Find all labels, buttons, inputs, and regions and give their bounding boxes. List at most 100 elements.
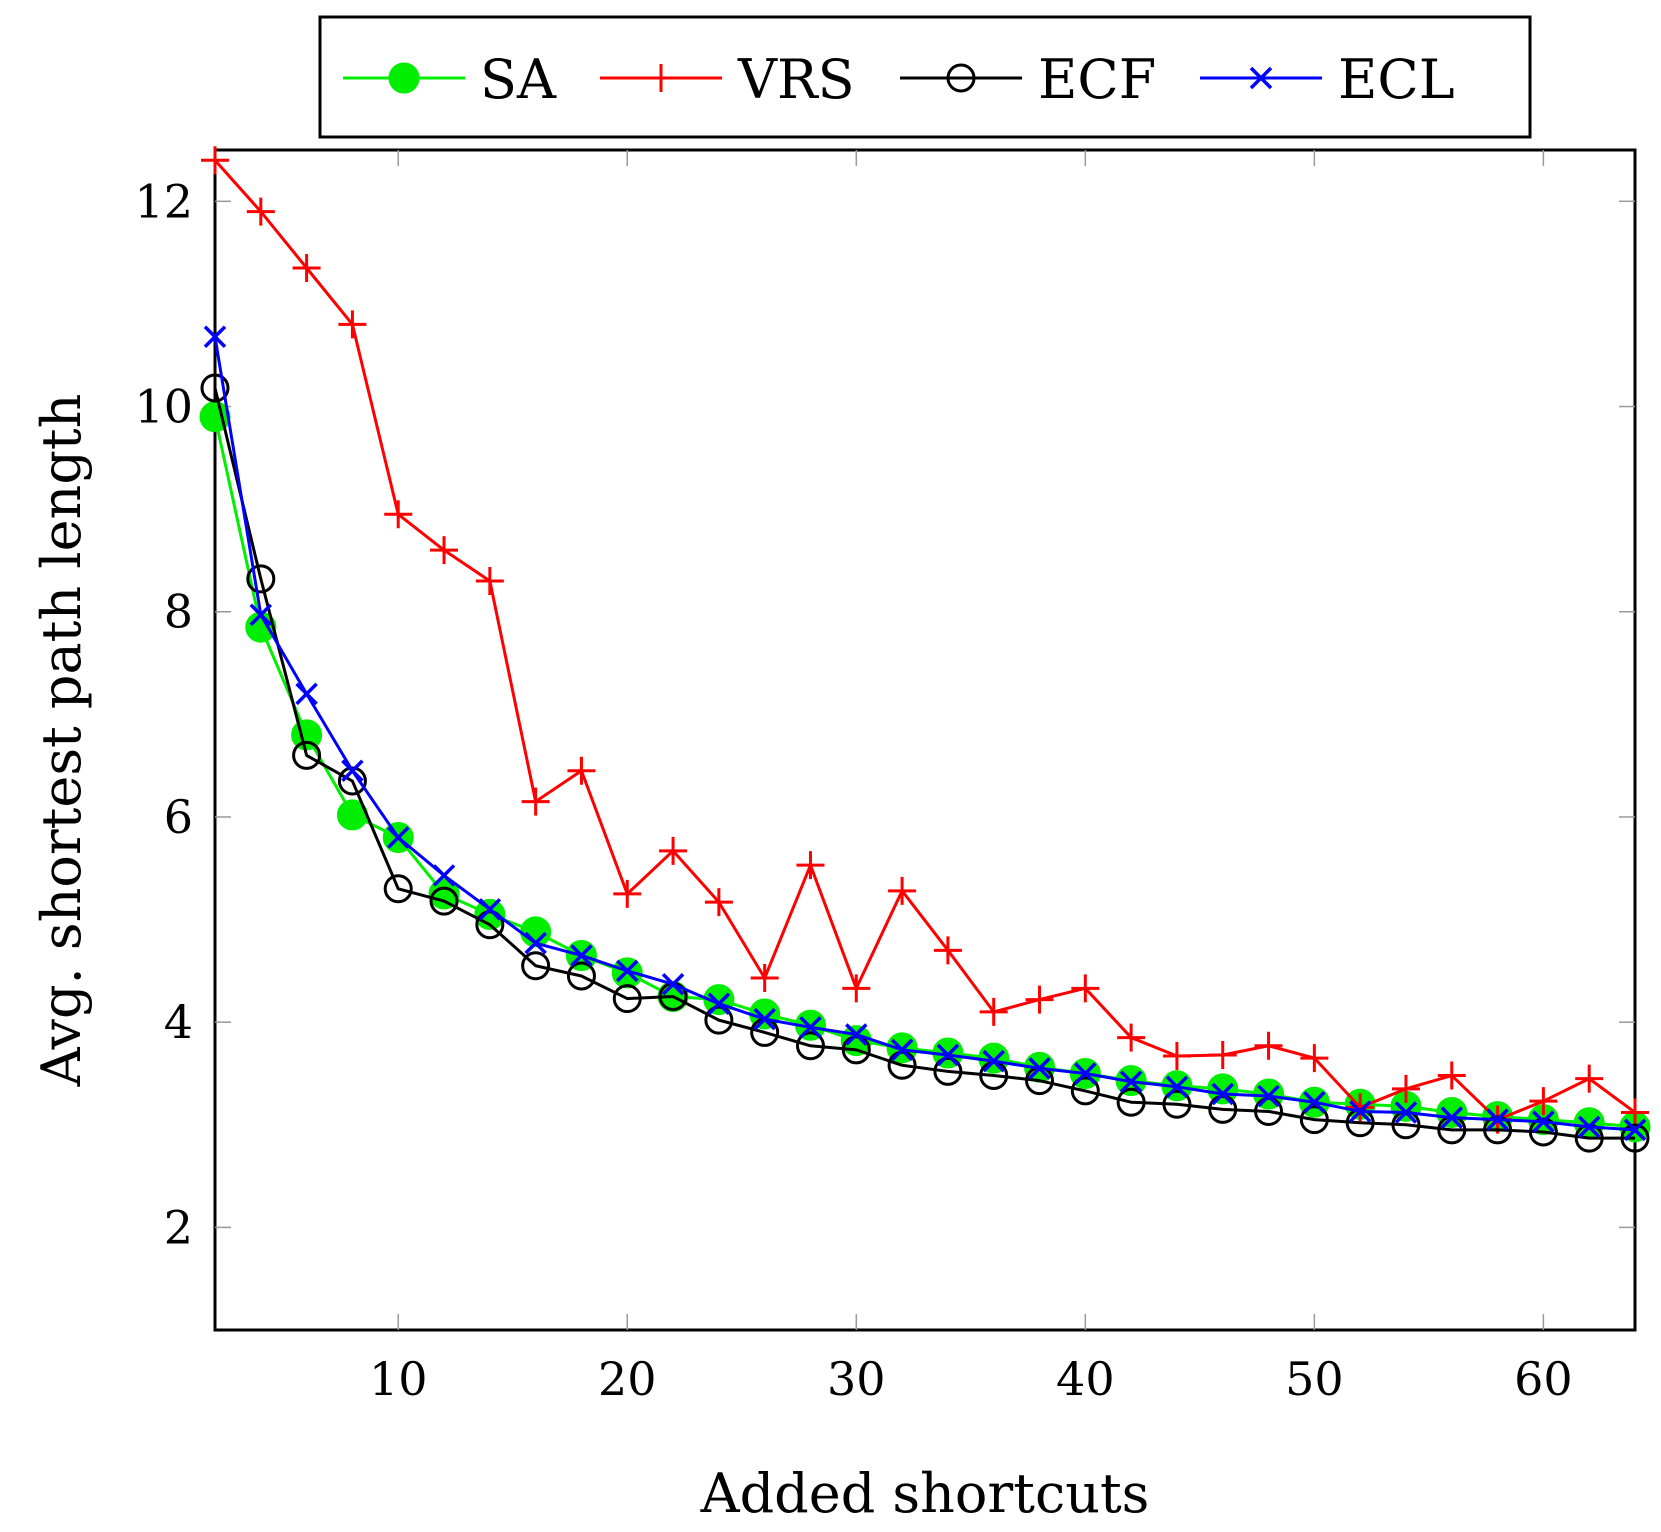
y-tick-label: 6 [164, 790, 193, 844]
x-tick-label: 10 [369, 1352, 428, 1406]
data-point-vrs [567, 756, 596, 785]
data-point-ecl [1303, 1090, 1326, 1114]
data-point-vrs [475, 566, 504, 595]
data-point-vrs [384, 500, 413, 529]
data-point-ecf [1299, 1105, 1329, 1135]
data-point-ecl [203, 325, 227, 348]
data-point-vrs [1025, 985, 1054, 1014]
x-tick-label: 30 [827, 1352, 886, 1406]
data-point-ecf [1528, 1117, 1558, 1147]
data-point-ecl [1532, 1110, 1555, 1133]
legend-label: SA [480, 48, 557, 111]
data-point-vrs [201, 146, 229, 175]
data-point-ecl [753, 1007, 776, 1031]
data-point-ecl [432, 864, 456, 887]
legend-label: VRS [737, 48, 855, 111]
series-line-ecf [213, 387, 1635, 1140]
legend-swatch-marker [647, 64, 675, 92]
data-point-vrs [1346, 1093, 1375, 1122]
legend-swatch-marker [946, 63, 976, 93]
data-point-vrs [1575, 1064, 1604, 1093]
data-point-vrs [704, 888, 733, 917]
y-axis-title: Avg. shortest path length [30, 394, 93, 1088]
y-tick-label: 8 [164, 585, 193, 639]
plot-frame [213, 148, 1637, 1332]
data-point-vrs [613, 879, 642, 908]
data-point-ecf [612, 984, 642, 1014]
series-line-ecl [213, 336, 1636, 1132]
data-point-ecl [1028, 1057, 1051, 1080]
data-point-ecl [1486, 1108, 1509, 1131]
series-line-vrs [213, 159, 1636, 1122]
legend-swatch-marker [1249, 66, 1273, 90]
data-point-ecl [661, 972, 685, 996]
legend-swatch-marker [388, 62, 420, 94]
data-point-ecf [795, 1031, 825, 1061]
data-point-ecl [1440, 1106, 1464, 1129]
data-point-vrs [521, 787, 550, 816]
data-point-ecl [295, 682, 318, 706]
data-point-ecf [1070, 1076, 1100, 1106]
data-point-ecl [249, 603, 273, 627]
data-point-ecf [200, 373, 230, 403]
data-point-ecl [524, 931, 547, 955]
data-point-vrs [1254, 1031, 1283, 1060]
data-point-ecl [341, 759, 364, 783]
legend-label: ECF [1038, 48, 1156, 111]
axis-ticks: 10 20 30 40 50 60 2 4 6 8 10 12 [134, 150, 1635, 1406]
data-point-ecl [1623, 1118, 1647, 1142]
data-point-ecf [1483, 1115, 1513, 1145]
data-point-vrs [246, 197, 275, 226]
data-point-ecl [386, 826, 410, 849]
x-tick-label: 40 [1056, 1352, 1115, 1406]
x-tick-label: 50 [1285, 1352, 1344, 1406]
data-point-ecl [1074, 1062, 1097, 1085]
data-point-vrs [1391, 1074, 1420, 1103]
legend-entry-sa: SA [343, 48, 557, 111]
data-point-ecl [845, 1023, 868, 1046]
data-point-vrs [1621, 1098, 1649, 1127]
data-point-sa [428, 878, 460, 910]
y-tick-label: 4 [164, 995, 193, 1049]
data-point-ecf [521, 951, 551, 981]
data-point-vrs [338, 310, 367, 339]
data-point-vrs [1529, 1087, 1558, 1116]
data-point-ecf [383, 874, 413, 904]
y-tick-label: 10 [134, 380, 193, 434]
series-ecf [200, 373, 1650, 1153]
data-point-vrs [659, 836, 688, 865]
data-point-ecl [982, 1049, 1005, 1073]
data-point-ecl [1257, 1084, 1280, 1108]
data-point-vrs [292, 254, 321, 282]
data-point-vrs [1162, 1042, 1191, 1071]
data-point-vrs [1208, 1041, 1237, 1070]
data-point-vrs [1300, 1044, 1329, 1073]
data-point-sa [291, 719, 323, 751]
data-point-ecl [1165, 1075, 1189, 1099]
y-tick-label: 12 [134, 174, 193, 228]
data-point-ecf [246, 564, 276, 594]
data-point-ecf [292, 740, 322, 770]
x-tick-label: 60 [1514, 1352, 1573, 1406]
data-point-vrs [842, 974, 871, 1003]
data-point-vrs [888, 876, 917, 905]
data-point-vrs [933, 936, 962, 965]
data-point-ecl [1577, 1115, 1601, 1139]
data-point-ecl [1348, 1100, 1372, 1123]
data-point-ecl [707, 992, 731, 1015]
data-point-ecl [1394, 1101, 1418, 1124]
data-point-ecl [616, 959, 639, 983]
series-sa [199, 401, 1651, 1143]
legend: SA VRS ECF ECL [318, 15, 1532, 139]
legend-label: ECL [1338, 48, 1455, 111]
data-point-ecf [1116, 1087, 1146, 1117]
data-point-vrs [750, 964, 779, 993]
legend-entry-vrs: VRS [600, 48, 855, 111]
x-tick-label: 20 [598, 1352, 657, 1406]
series-layer [199, 146, 1651, 1153]
data-point-ecf [1162, 1089, 1192, 1119]
data-point-ecl [799, 1016, 822, 1039]
data-point-vrs [796, 851, 825, 880]
data-point-ecf [704, 1005, 734, 1035]
